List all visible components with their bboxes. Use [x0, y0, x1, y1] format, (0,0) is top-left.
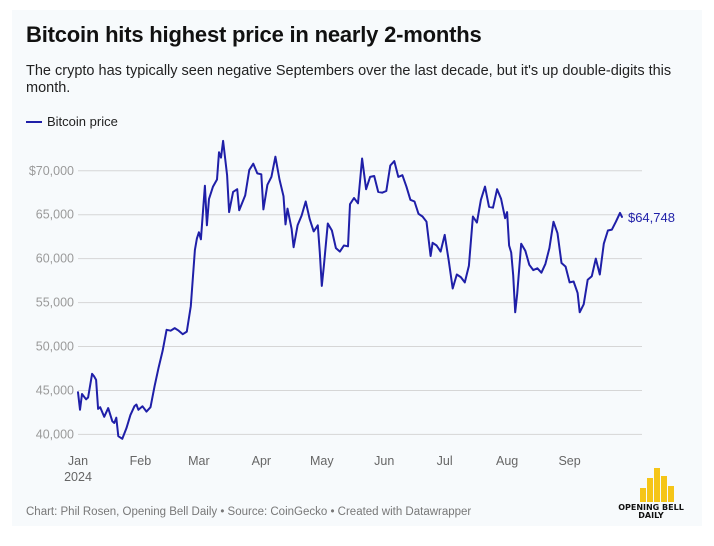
x-tick-label: Jul: [437, 454, 453, 468]
x-tick-label: Mar: [188, 454, 210, 468]
end-value-label: $64,748: [628, 210, 675, 225]
series-line-bitcoin-price: [77, 139, 623, 440]
y-tick-label: 55,000: [36, 296, 74, 310]
line-chart: 40,000 45,000 50,000 55,000 60,000 65,000 $70,…: [29, 139, 675, 484]
price-series: [77, 139, 623, 440]
opening-bell-logo: OPENING BELL DAILY: [616, 468, 686, 520]
chart-card: Bitcoin hits highest price in nearly 2-m…: [12, 10, 702, 526]
chart-legend: Bitcoin price: [26, 114, 118, 129]
chart-title: Bitcoin hits highest price in nearly 2-m…: [26, 22, 482, 47]
y-tick-label: 60,000: [36, 252, 74, 266]
x-tick-label: May: [310, 454, 334, 468]
y-tick-label: 40,000: [36, 427, 74, 441]
end-value-annotation: $64,748: [628, 210, 675, 225]
y-axis-labels: 40,000 45,000 50,000 55,000 60,000 65,000 $70,…: [29, 164, 74, 442]
x-tick-label: Sep: [558, 454, 580, 468]
y-tick-label: $70,000: [29, 164, 74, 178]
y-tick-label: 45,000: [36, 383, 74, 397]
x-tick-label: Apr: [252, 454, 271, 468]
x-axis-labels: Jan 2024 Feb Mar Apr May Jun Jul Aug Sep: [64, 454, 581, 484]
x-tick-label: Feb: [130, 454, 152, 468]
x-tick-label: Jan: [68, 454, 88, 468]
x-tick-label: Aug: [496, 454, 518, 468]
legend-line-swatch: [26, 120, 42, 123]
x-tick-label: Jun: [374, 454, 394, 468]
legend-label: Bitcoin price: [47, 114, 118, 129]
bar-chart-logo-icon: [640, 468, 674, 502]
logo-line-2: DAILY: [638, 511, 664, 520]
logo-line-1: OPENING BELL: [618, 503, 684, 512]
bottom-strip: [0, 530, 714, 546]
y-tick-label: 65,000: [36, 208, 74, 222]
x-tick-sublabel: 2024: [64, 470, 92, 484]
y-tick-label: 50,000: [36, 340, 74, 354]
chart-credits: Chart: Phil Rosen, Opening Bell Daily • …: [26, 506, 472, 518]
chart-subtitle: The crypto has typically seen negative S…: [26, 63, 672, 96]
gridlines: [78, 170, 642, 435]
